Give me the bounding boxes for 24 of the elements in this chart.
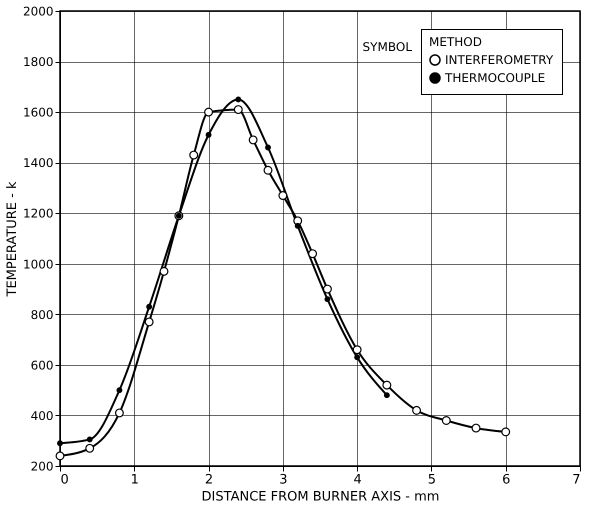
y-tick-label: 800 <box>30 308 54 322</box>
y-tick-label: 1000 <box>22 257 54 272</box>
legend-label: THERMOCOUPLE <box>444 71 546 85</box>
y-tick-label: 200 <box>30 460 54 474</box>
y-tick-label: 2000 <box>22 4 54 18</box>
y-tick-label: 1400 <box>22 156 54 170</box>
x-tick-label: 5 <box>428 472 436 488</box>
legend-title: METHOD <box>429 35 482 49</box>
y-tick-label: 400 <box>30 408 54 423</box>
x-tick-label: 2 <box>204 472 214 488</box>
y-tick-label: 1800 <box>22 55 54 70</box>
x-tick-label: 3 <box>279 472 288 488</box>
legend-label: INTERFEROMETRY <box>445 53 554 67</box>
y-tick-label: 600 <box>30 358 54 372</box>
annotation: SYMBOL <box>362 40 412 54</box>
y-tick-label: 1600 <box>22 106 54 120</box>
x-tick-label: 1 <box>130 472 139 488</box>
y-tick-label: 1200 <box>22 206 54 221</box>
y-axis-title: TEMPERATURE - k <box>4 181 20 298</box>
x-tick-label: 4 <box>354 472 362 488</box>
x-axis-title: DISTANCE FROM BURNER AXIS - mm <box>202 490 440 504</box>
x-tick-label: 0 <box>60 472 69 488</box>
x-tick-label: 7 <box>572 472 580 488</box>
x-tick-label: 6 <box>502 472 510 488</box>
